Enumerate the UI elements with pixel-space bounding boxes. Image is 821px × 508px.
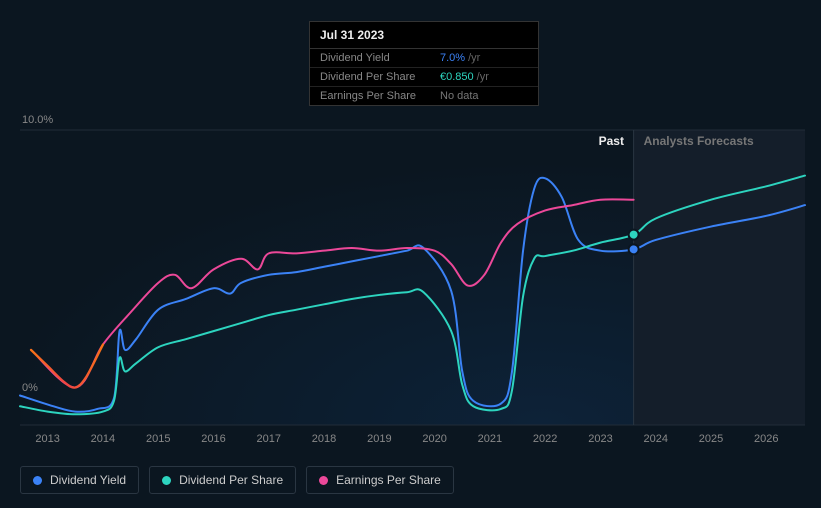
legend-item-dividend_per_share[interactable]: Dividend Per Share [149,466,296,494]
tooltip-date: Jul 31 2023 [310,22,538,49]
tooltip-row: Dividend Yield7.0%/yr [310,49,538,68]
x-axis-label: 2016 [201,433,225,445]
legend-dot-icon [319,476,328,485]
legend-item-label: Dividend Yield [50,473,126,487]
tooltip-row-label: Earnings Per Share [320,90,440,102]
x-axis-label: 2020 [422,433,446,445]
tooltip-row-value: No data [440,90,479,102]
y-axis-label: 10.0% [22,114,53,126]
chart-legend: Dividend Yield Dividend Per Share Earnings… [20,466,454,494]
x-axis-label: 2015 [146,433,170,445]
x-axis-label: 2021 [478,433,502,445]
legend-item-label: Earnings Per Share [336,473,441,487]
x-axis-label: 2026 [754,433,778,445]
cursor-marker-dividend_yield [629,244,639,254]
x-axis-label: 2022 [533,433,557,445]
tooltip-row-value: 7.0%/yr [440,52,480,64]
past-label: Past [599,134,624,148]
x-axis-label: 2014 [91,433,115,445]
x-axis-label: 2024 [643,433,667,445]
tooltip-row-label: Dividend Per Share [320,71,440,83]
legend-dot-icon [162,476,171,485]
forecast-label: Analysts Forecasts [644,134,754,148]
y-axis-label: 0% [22,382,38,394]
tooltip-row: Dividend Per Share€0.850/yr [310,68,538,87]
forecast-region [634,130,805,425]
legend-item-label: Dividend Per Share [179,473,283,487]
legend-item-earnings_per_share[interactable]: Earnings Per Share [306,466,454,494]
legend-item-dividend_yield[interactable]: Dividend Yield [20,466,139,494]
x-axis-label: 2013 [35,433,59,445]
x-axis-label: 2017 [257,433,281,445]
tooltip-row-label: Dividend Yield [320,52,440,64]
tooltip-row-value: €0.850/yr [440,71,489,83]
x-axis-label: 2018 [312,433,336,445]
x-axis-label: 2019 [367,433,391,445]
legend-dot-icon [33,476,42,485]
x-axis-label: 2025 [699,433,723,445]
past-region [20,130,634,425]
chart-tooltip: Jul 31 2023 Dividend Yield7.0%/yrDividen… [309,21,539,106]
cursor-marker-dividend_per_share [629,230,639,240]
x-axis-label: 2023 [588,433,612,445]
tooltip-row: Earnings Per ShareNo data [310,87,538,105]
